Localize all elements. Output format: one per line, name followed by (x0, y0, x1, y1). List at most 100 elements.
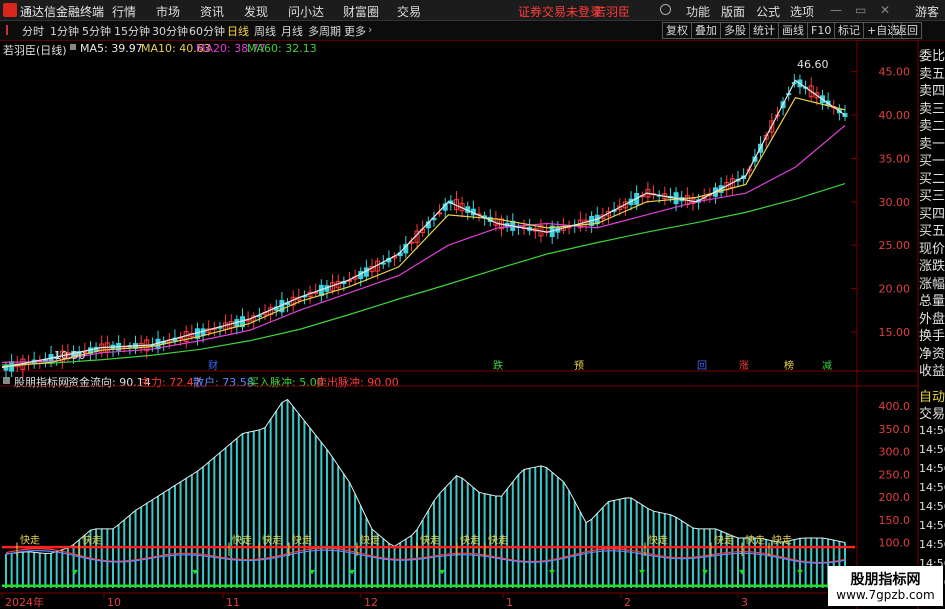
guest-label[interactable]: 游客 (915, 5, 940, 19)
buy-arrow-icon (739, 569, 745, 575)
period-toolbar: 分时 1分钟 5分钟 15分钟 30分钟 60分钟 日线 周线 月线 多周期 更… (0, 21, 945, 41)
signal-label: 快走 (648, 534, 668, 546)
trade-label[interactable]: 交易 (919, 407, 945, 422)
side-time: 14:56 (919, 424, 945, 437)
btn-biaoji[interactable]: 标记 (834, 22, 864, 39)
tf-15min[interactable]: 15分钟 (114, 25, 150, 38)
x-tick-label: 2024年 (5, 595, 44, 609)
login-warning[interactable]: 证券交易未登录 (518, 5, 603, 19)
tf-1min[interactable]: 1分钟 (50, 25, 79, 38)
btn-tongji[interactable]: 统计 (749, 22, 779, 39)
chart-canvas[interactable]: 快走 快走 快走 快走 快走 快走 快走 快走 快走 快走 快走 快走 快走 2024年 10 11 12 1 2… (0, 40, 919, 609)
ma-line-ma5 (1, 79, 846, 369)
buy-arrow-icon (72, 569, 78, 575)
side-label: 换手 (919, 325, 945, 344)
candle-body (769, 120, 775, 133)
signal-label: 快走 (360, 534, 380, 546)
x-tick-label: 12 (364, 596, 378, 609)
menu-gongshi[interactable]: 公式 (756, 5, 781, 19)
price-tick-label: 45.00 (879, 66, 911, 79)
search-icon[interactable] (660, 4, 671, 15)
side-time: 14:56 (919, 462, 945, 475)
close-icon[interactable]: ✕ (880, 3, 891, 17)
tf-daily[interactable]: 日线 (227, 25, 249, 38)
side-label: 卖三 (919, 97, 945, 117)
signal-label: 快走 (488, 534, 508, 546)
tf-fenshi[interactable]: 分时 (22, 25, 44, 38)
menu-jiaoyi[interactable]: 交易 (397, 5, 422, 19)
signal-label: 快走 (745, 534, 765, 546)
event-marker[interactable]: 跌 (493, 359, 503, 372)
side-time: 14:56 (919, 519, 945, 532)
menu-shichang[interactable]: 市场 (156, 5, 181, 19)
buy-arrow-icon (192, 569, 198, 575)
side-label: 涨幅 (919, 272, 945, 292)
side-label: 卖五 (919, 62, 945, 82)
event-marker[interactable]: 财 (208, 359, 218, 372)
side-label: 现价 (919, 237, 945, 257)
price-tick-label: 30.00 (879, 196, 911, 209)
low-label: 10.90 (54, 349, 86, 362)
more-chevron-icon[interactable]: › (368, 23, 373, 36)
btn-f10[interactable]: F10 (807, 22, 836, 39)
minimize-icon[interactable]: — (830, 3, 842, 17)
price-tick-label: 25.00 (879, 239, 911, 252)
candle-body (808, 85, 814, 98)
buy-arrow-icon (549, 569, 555, 575)
side-time: 14:56 (919, 481, 945, 494)
menu-zixun[interactable]: 资讯 (200, 5, 225, 19)
side-label: 买三 (919, 185, 945, 204)
side-time: 14:56 (919, 538, 945, 551)
btn-fuquan[interactable]: 复权 (662, 22, 692, 39)
price-tick-label: 35.00 (879, 152, 911, 165)
indicator-toggle-icon[interactable] (3, 377, 10, 384)
indicator-envelope (5, 398, 846, 555)
menu-hangqing[interactable]: 行情 (112, 5, 137, 19)
auto-label[interactable]: 自动 (919, 390, 945, 405)
tf-weekly[interactable]: 周线 (254, 25, 276, 38)
btn-zixuan[interactable]: +自选 (863, 22, 903, 39)
event-marker[interactable]: 榜 (784, 359, 794, 372)
buy-arrow-icon (702, 569, 708, 575)
ma10-label: MA10: 40.63 (141, 42, 211, 55)
tf-multi[interactable]: 多周期 (308, 25, 341, 38)
tf-60min[interactable]: 60分钟 (189, 25, 225, 38)
buy-arrow-icon (349, 569, 355, 575)
tf-more[interactable]: 更多 (344, 25, 366, 38)
restore-icon[interactable]: ▭ (855, 3, 867, 17)
menu-wenxiaoda[interactable]: 问小达 (288, 5, 325, 19)
event-marker[interactable]: 预 (574, 360, 584, 372)
btn-duogu[interactable]: 多股 (720, 22, 750, 39)
tf-5min[interactable]: 5分钟 (82, 25, 111, 38)
ma-lines (1, 79, 846, 369)
candle-body (842, 113, 848, 118)
price-grid (851, 71, 857, 333)
side-time: 14:56 (919, 500, 945, 513)
indicator-signals: 快走 快走 快走 快走 快走 快走 快走 快走 快走 快走 快走 快走 快走 (16, 534, 803, 575)
menu-gongneng[interactable]: 功能 (686, 5, 711, 19)
ma-toggle-icon[interactable] (70, 44, 76, 50)
event-marker[interactable]: 减 (822, 360, 832, 372)
menu-caifuquan[interactable]: 财富圈 (343, 5, 380, 19)
signal-label: 快走 (772, 534, 792, 546)
event-marker[interactable]: 回 (697, 360, 707, 372)
event-marker[interactable]: 涨 (739, 360, 749, 372)
price-tick-label: 15.00 (879, 326, 911, 339)
side-label: 收益 (919, 360, 945, 379)
menu-faxian[interactable]: 发现 (244, 5, 269, 19)
signal-label: 快走 (232, 534, 252, 546)
indicator-tick-label: 150.0 (879, 514, 911, 527)
app-title: 通达信金融终端 (20, 5, 105, 19)
menu-banmian[interactable]: 版面 (721, 5, 746, 19)
side-label: 总量 (919, 290, 945, 309)
btn-diejia[interactable]: 叠加 (691, 22, 721, 39)
tf-monthly[interactable]: 月线 (281, 25, 303, 38)
indicator-tick-label: 350.0 (879, 423, 911, 436)
menu-xuanxiang[interactable]: 选项 (790, 5, 815, 19)
btn-huaxian[interactable]: 画线 (778, 22, 808, 39)
high-label: 46.60 (797, 58, 829, 71)
x-tick-label: 11 (226, 596, 240, 609)
tf-30min[interactable]: 30分钟 (152, 25, 188, 38)
btn-fanhui[interactable]: 返回 (892, 22, 922, 39)
collapse-icon[interactable] (6, 25, 16, 35)
